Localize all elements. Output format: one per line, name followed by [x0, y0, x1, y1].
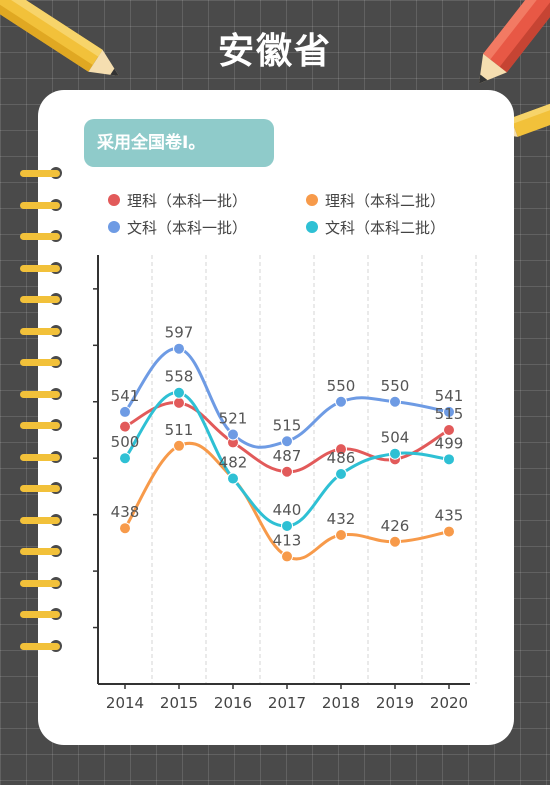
data-label: 504	[381, 429, 410, 447]
data-label: 499	[435, 434, 464, 452]
ring	[20, 422, 60, 429]
legend-dot-icon	[306, 221, 318, 233]
data-point	[443, 423, 455, 436]
data-point	[281, 519, 293, 532]
data-label: 487	[273, 447, 302, 465]
data-label: 435	[435, 507, 464, 525]
legend-item-wen-yipi: 文科（本科一批）	[108, 217, 306, 237]
data-point	[389, 535, 401, 548]
ring	[20, 201, 60, 209]
ring	[20, 485, 60, 492]
legend-label: 文科（本科一批）	[127, 218, 248, 237]
ring	[20, 264, 60, 272]
data-point	[335, 395, 347, 408]
data-point	[281, 550, 293, 563]
legend-dot-icon	[108, 221, 120, 233]
data-label: 440	[273, 501, 302, 519]
ring	[20, 327, 60, 335]
data-point	[443, 525, 455, 538]
ring	[20, 296, 60, 303]
data-point	[335, 468, 347, 481]
data-label: 500	[111, 433, 140, 451]
data-label: 438	[111, 503, 140, 521]
data-point	[119, 452, 131, 465]
data-point	[335, 528, 347, 541]
ring	[20, 233, 60, 240]
x-tick-label: 2017	[268, 694, 306, 712]
data-label: 541	[435, 387, 464, 405]
legend-item-li-yipi: 理科（本科一批）	[108, 190, 306, 210]
ring	[20, 390, 60, 398]
data-point	[119, 522, 131, 535]
data-point	[227, 428, 239, 441]
data-point	[389, 447, 401, 460]
data-point	[443, 453, 455, 466]
data-label: 541	[111, 387, 140, 405]
data-point	[281, 435, 293, 448]
data-label: 597	[165, 324, 194, 342]
chart-legend: 理科（本科一批） 理科（本科二批） 文科（本科一批） 文科（本科二批）	[108, 190, 488, 237]
ring	[20, 359, 60, 366]
data-label: 426	[381, 517, 410, 535]
data-point	[173, 342, 185, 355]
data-label: 482	[219, 454, 248, 472]
ring	[20, 516, 60, 524]
data-label: 550	[327, 377, 356, 395]
legend-dot-icon	[108, 194, 120, 206]
legend-label: 理科（本科一批）	[127, 191, 248, 210]
x-tick-label: 2019	[376, 694, 414, 712]
data-label: 486	[327, 449, 356, 467]
data-point	[227, 472, 239, 485]
data-point	[119, 420, 131, 433]
data-point	[443, 405, 455, 418]
data-point	[119, 405, 131, 418]
data-point	[173, 396, 185, 409]
data-label: 550	[381, 377, 410, 395]
pencil-left-icon	[0, 0, 120, 77]
data-label: 432	[327, 510, 356, 528]
data-label: 515	[273, 416, 302, 434]
legend-item-li-erpi: 理科（本科二批）	[306, 190, 488, 210]
x-tick-label: 2020	[430, 694, 468, 712]
x-tick-label: 2016	[214, 694, 252, 712]
data-label: 511	[165, 421, 194, 439]
pencil-right-icon	[478, 0, 550, 84]
legend-item-wen-erpi: 文科（本科二批）	[306, 217, 488, 237]
legend-label: 文科（本科二批）	[325, 218, 446, 237]
data-point	[281, 465, 293, 478]
data-point	[389, 395, 401, 408]
data-label: 521	[219, 410, 248, 428]
x-tick-label: 2018	[322, 694, 360, 712]
ring	[20, 579, 60, 587]
data-point	[173, 439, 185, 452]
ring	[20, 548, 60, 555]
page-title: 安徽省	[217, 31, 332, 72]
data-point	[335, 443, 347, 456]
ring	[20, 611, 60, 618]
x-tick-label: 2015	[160, 694, 198, 712]
ring	[20, 170, 60, 177]
x-tick-label: 2014	[106, 694, 144, 712]
data-label: 558	[165, 368, 194, 386]
legend-dot-icon	[306, 194, 318, 206]
data-label: 515	[435, 405, 464, 423]
ring	[20, 642, 60, 650]
data-label: 413	[273, 531, 302, 549]
data-point	[173, 386, 185, 399]
ring	[20, 453, 60, 461]
legend-label: 理科（本科二批）	[325, 191, 446, 210]
subtitle-tag: 采用全国卷Ⅰ。	[84, 119, 274, 167]
